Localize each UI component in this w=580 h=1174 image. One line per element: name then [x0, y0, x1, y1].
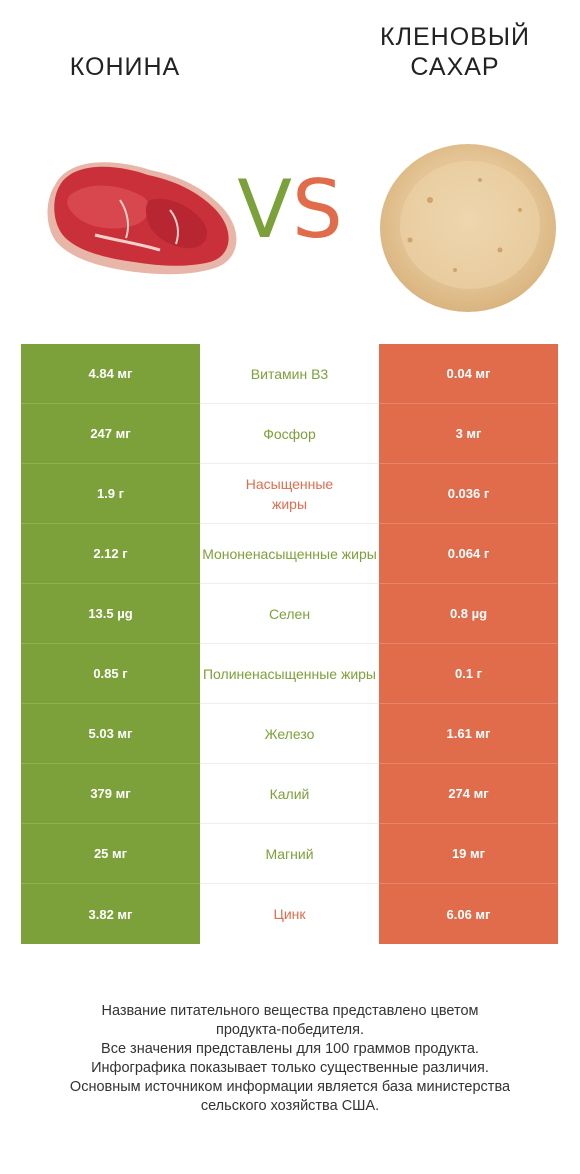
nutrient-name: Фосфор: [200, 404, 379, 464]
nutrient-name: Магний: [200, 824, 379, 884]
footer-line: Инфографика показывает только существенн…: [91, 1060, 489, 1076]
nutrient-name: Мононенасыщенные жиры: [200, 524, 379, 584]
footer-line: Все значения представлены для 100 граммо…: [101, 1041, 479, 1057]
maple-sugar-image: [380, 144, 556, 312]
comparison-table: 4.84 мг Витамин B3 0.04 мг 247 мг Фосфор…: [21, 344, 558, 944]
left-value: 5.03 мг: [21, 704, 200, 764]
right-value: 0.064 г: [379, 524, 558, 584]
nutrient-name: Полиненасыщенные жиры: [200, 644, 379, 704]
right-value: 19 мг: [379, 824, 558, 884]
left-value: 2.12 г: [21, 524, 200, 584]
table-row: 379 мг Калий 274 мг: [21, 764, 558, 824]
left-product-title: КОНИНА: [69, 53, 181, 81]
left-value: 379 мг: [21, 764, 200, 824]
left-value: 0.85 г: [21, 644, 200, 704]
right-value: 0.036 г: [379, 464, 558, 524]
footer-line: Название питательного вещества представл…: [101, 1003, 479, 1019]
horse-meat-image: [47, 162, 237, 275]
right-value: 6.06 мг: [379, 884, 558, 944]
vs-v: V: [237, 163, 292, 256]
vs-label: VS: [225, 165, 355, 255]
table-row: 1.9 г Насыщенные жиры 0.036 г: [21, 464, 558, 524]
nutrient-name: Селен: [200, 584, 379, 644]
footer-line: сельского хозяйства США.: [200, 1098, 380, 1114]
footer-line: продукта-победителя.: [215, 1022, 365, 1038]
nutrient-name: Насыщенные жиры: [200, 464, 379, 524]
table-row: 5.03 мг Железо 1.61 мг: [21, 704, 558, 764]
nutrient-name: Железо: [200, 704, 379, 764]
left-value: 25 мг: [21, 824, 200, 884]
left-value: 4.84 мг: [21, 344, 200, 404]
table-row: 247 мг Фосфор 3 мг: [21, 404, 558, 464]
left-value: 3.82 мг: [21, 884, 200, 944]
vs-s: S: [291, 163, 343, 256]
table-row: 2.12 г Мононенасыщенные жиры 0.064 г: [21, 524, 558, 584]
table-row: 25 мг Магний 19 мг: [21, 824, 558, 884]
left-value: 1.9 г: [21, 464, 200, 524]
right-value: 0.04 мг: [379, 344, 558, 404]
right-product-title-line2: САХАР: [410, 53, 500, 81]
footer-line: Основным источником информации является …: [69, 1079, 511, 1095]
nutrient-name: Цинк: [200, 884, 379, 944]
left-value: 247 мг: [21, 404, 200, 464]
nutrient-name: Калий: [200, 764, 379, 824]
table-row: 0.85 г Полиненасыщенные жиры 0.1 г: [21, 644, 558, 704]
left-value: 13.5 µg: [21, 584, 200, 644]
right-value: 0.8 µg: [379, 584, 558, 644]
right-product-title-line1: КЛЕНОВЫЙ: [380, 23, 530, 51]
right-value: 274 мг: [379, 764, 558, 824]
table-row: 4.84 мг Витамин B3 0.04 мг: [21, 344, 558, 404]
footer-notes: Название питательного вещества представл…: [20, 1002, 560, 1116]
hero-images: [47, 144, 556, 312]
right-value: 3 мг: [379, 404, 558, 464]
right-product-title: КЛЕНОВЫЙ САХАР: [350, 22, 560, 82]
nutrient-name: Витамин B3: [200, 344, 379, 404]
table-row: 13.5 µg Селен 0.8 µg: [21, 584, 558, 644]
right-value: 0.1 г: [379, 644, 558, 704]
right-value: 1.61 мг: [379, 704, 558, 764]
table-row: 3.82 мг Цинк 6.06 мг: [21, 884, 558, 944]
